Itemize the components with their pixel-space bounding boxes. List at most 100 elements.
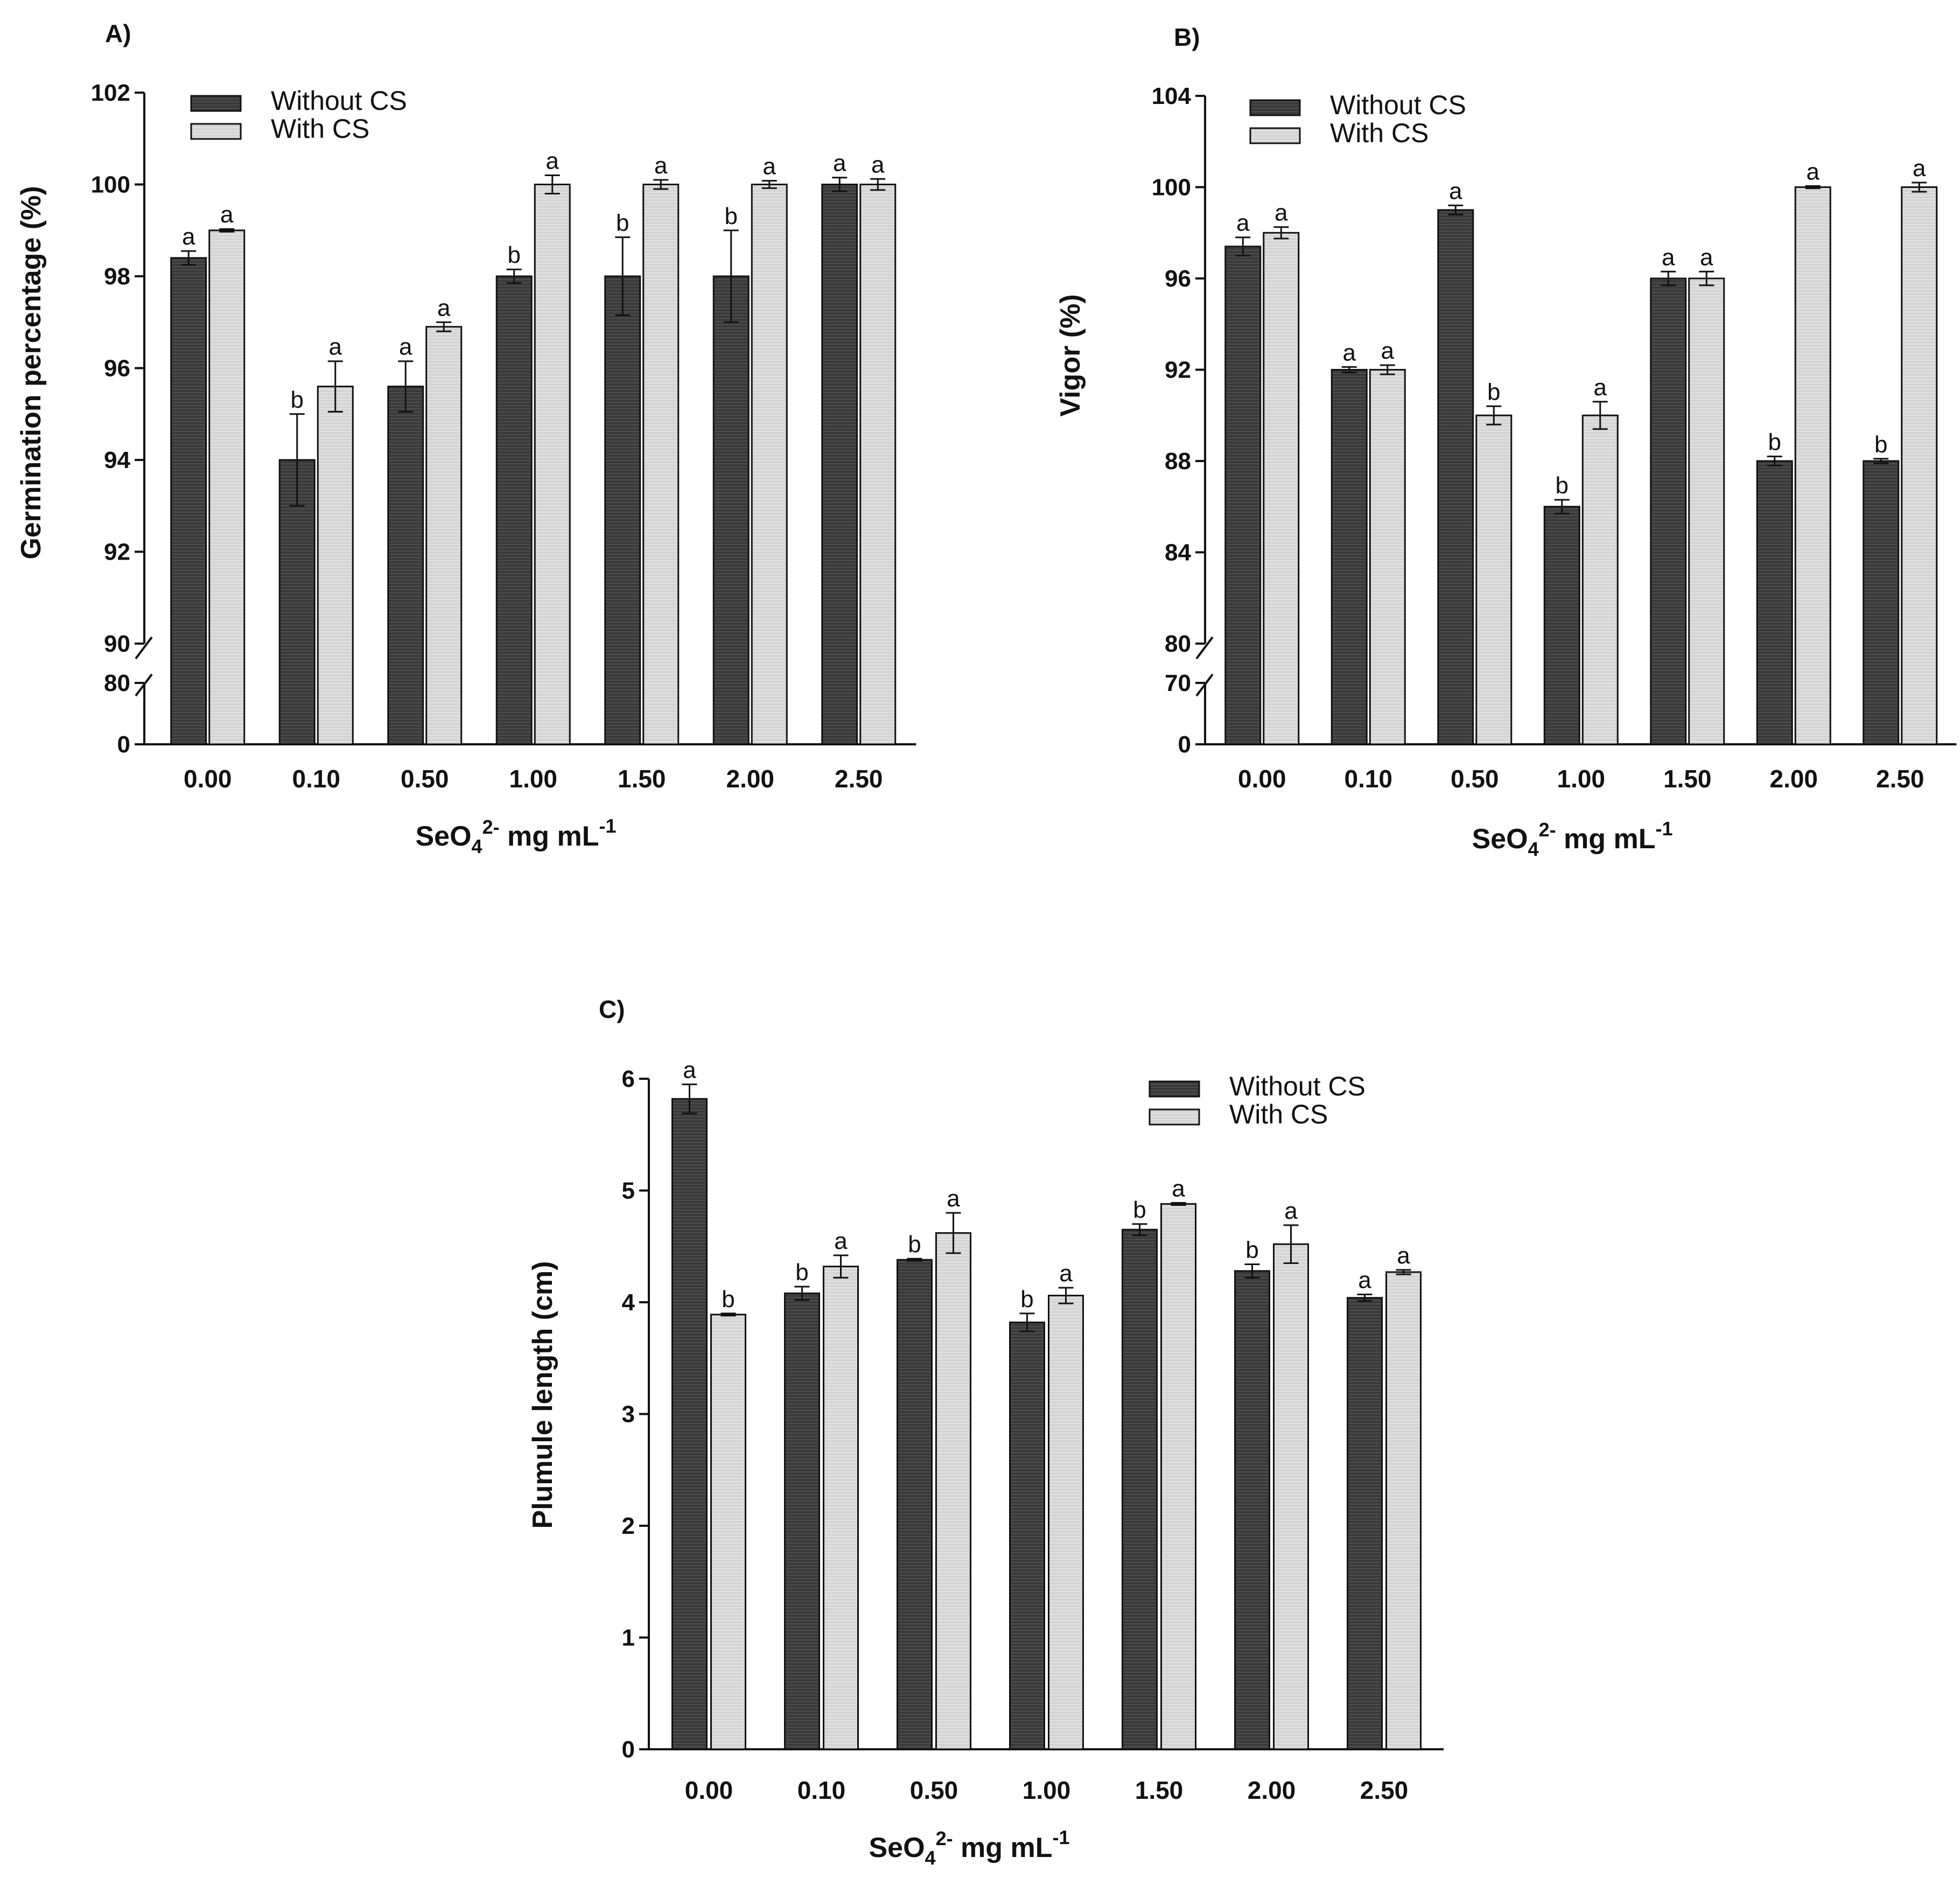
chart-c-bar-with-cs bbox=[1160, 1203, 1196, 1750]
chart-c-significance-letter: a bbox=[1059, 1260, 1073, 1287]
chart-b-y-tick-label: 100 bbox=[1152, 174, 1191, 201]
chart-c-legend-swatch-with-cs bbox=[1149, 1108, 1200, 1126]
chart-a-x-tick-label: 0.00 bbox=[184, 765, 232, 793]
chart-b-x-tick-label: 0.50 bbox=[1451, 765, 1499, 793]
chart-a-y-tick-label: 80 bbox=[104, 670, 130, 696]
chart-b-axis-break-mark bbox=[1195, 636, 1214, 660]
chart-a-y-axis-title: Germination percentage (%) bbox=[16, 186, 47, 559]
chart-a-bar-without-cs bbox=[170, 257, 207, 745]
chart-a-legend-label: With CS bbox=[271, 114, 369, 144]
chart-b-bar-with-cs bbox=[1263, 232, 1300, 745]
chart-a-bar-with-cs bbox=[208, 229, 246, 745]
chart-a-x-tick-label: 0.50 bbox=[401, 765, 449, 793]
chart-a-y-tick-label: 94 bbox=[104, 447, 130, 473]
chart-a-x-tick-label: 0.10 bbox=[292, 765, 340, 793]
chart-c-legend-swatch-without-cs bbox=[1149, 1080, 1200, 1098]
chart-b-significance-letter: a bbox=[1594, 374, 1607, 401]
chart-b-significance-letter: a bbox=[1449, 178, 1462, 204]
chart-c-x-tick-label: 0.50 bbox=[910, 1776, 958, 1804]
chart-c-x-axis-title-unit-sup: -1 bbox=[1053, 1826, 1070, 1848]
chart-c-x-tick-label: 2.00 bbox=[1248, 1776, 1296, 1804]
chart-b-y-tick-label: 92 bbox=[1165, 357, 1191, 383]
chart-b-y-tick-label: 0 bbox=[1178, 731, 1191, 758]
chart-b-bar-without-cs bbox=[1543, 506, 1580, 745]
chart-b-significance-letter: a bbox=[1275, 200, 1288, 226]
chart-a-x-tick-label: 2.00 bbox=[726, 765, 774, 793]
chart-b-significance-letter: b bbox=[1556, 472, 1569, 499]
chart-b-x-tick-label: 2.50 bbox=[1876, 765, 1924, 793]
chart-c-significance-letter: a bbox=[1397, 1242, 1410, 1269]
chart-a-significance-letter: a bbox=[437, 295, 451, 321]
chart-b-bar-with-cs bbox=[1688, 277, 1725, 745]
chart-a-x-axis-title-rest: mg mL bbox=[500, 821, 599, 852]
chart-a-bar-with-cs bbox=[859, 184, 897, 745]
chart-b-x-tick-label: 2.00 bbox=[1769, 765, 1818, 793]
chart-b-legend-swatch-without-cs bbox=[1249, 99, 1301, 116]
chart-c-x-tick-label: 1.50 bbox=[1135, 1776, 1184, 1804]
chart-c-x-tick-label: 0.00 bbox=[685, 1776, 733, 1804]
chart-a-bar-without-cs bbox=[387, 386, 424, 745]
chart-c-x-axis-title-rest: mg mL bbox=[953, 1832, 1053, 1863]
chart-c-y-tick-label: 3 bbox=[622, 1401, 635, 1428]
chart-a-bar-with-cs bbox=[642, 184, 680, 745]
chart-c-bar-without-cs bbox=[897, 1259, 933, 1750]
chart-a-significance-letter: a bbox=[871, 151, 885, 178]
chart-a-y-tick-label: 100 bbox=[91, 172, 130, 198]
chart-b-significance-letter: a bbox=[1807, 158, 1820, 185]
chart-c-significance-letter: a bbox=[834, 1228, 848, 1254]
chart-a-panel-label: A) bbox=[105, 19, 131, 47]
chart-b-significance-letter: a bbox=[1913, 155, 1926, 181]
chart-a-y-tick-label: 92 bbox=[104, 539, 130, 566]
chart-c-y-axis-title: Plumule length (cm) bbox=[527, 1261, 558, 1529]
chart-c-bar-with-cs bbox=[935, 1232, 971, 1750]
chart-a-legend-swatch-with-cs bbox=[190, 123, 242, 140]
chart-c-x-tick-label: 1.00 bbox=[1023, 1776, 1071, 1804]
chart-a-significance-letter: b bbox=[291, 387, 304, 413]
chart-b-x-axis-title-main: SeO bbox=[1472, 823, 1528, 855]
chart-b-y-axis-title: Vigor (%) bbox=[1055, 294, 1086, 416]
chart-b-x-axis-title-rest: mg mL bbox=[1556, 823, 1656, 855]
chart-b-axis-break-mark bbox=[1195, 673, 1214, 697]
chart-b-legend-swatch-with-cs bbox=[1249, 127, 1301, 144]
chart-c-significance-letter: a bbox=[1172, 1175, 1185, 1202]
chart-c-bar-with-cs bbox=[710, 1314, 746, 1750]
chart-b-bar-with-cs bbox=[1794, 186, 1831, 745]
chart-b-significance-letter: a bbox=[1343, 339, 1356, 366]
chart-a-x-axis-title: SeO42- mg mL-1 bbox=[415, 815, 616, 857]
chart-a-x-axis-title-sub: 4 bbox=[472, 835, 482, 857]
chart-c-bar-without-cs bbox=[784, 1292, 820, 1750]
chart-b-y-tick-label: 104 bbox=[1152, 83, 1192, 109]
chart-b-bar-without-cs bbox=[1863, 460, 1900, 745]
chart-c-bar-without-cs bbox=[671, 1098, 708, 1750]
chart-c-significance-letter: b bbox=[722, 1286, 734, 1312]
chart-a-bar-without-cs bbox=[821, 184, 858, 745]
chart-a-significance-letter: b bbox=[616, 210, 629, 236]
chart-b-bar-with-cs bbox=[1475, 414, 1513, 745]
chart-c-y-tick-label: 6 bbox=[622, 1066, 635, 1092]
chart-a-significance-letter: a bbox=[220, 201, 234, 228]
chart-b-x-axis-title-sup: 2- bbox=[1539, 819, 1556, 841]
chart-c-bar-without-cs bbox=[1234, 1270, 1270, 1750]
chart-b-bar-with-cs bbox=[1901, 186, 1938, 745]
chart-a-legend-label: Without CS bbox=[271, 86, 407, 116]
chart-b-bar-with-cs bbox=[1369, 369, 1406, 745]
chart-c-significance-letter: a bbox=[1358, 1267, 1371, 1293]
chart-c-y-tick-label: 2 bbox=[622, 1513, 635, 1539]
chart-a: A)1021009896949290800aa0.00ba0.10aa0.50b… bbox=[16, 19, 916, 857]
chart-b-significance-letter: a bbox=[1381, 338, 1395, 364]
chart-c-significance-letter: a bbox=[683, 1057, 696, 1083]
chart-b-y-tick-label: 70 bbox=[1165, 670, 1191, 696]
chart-a-x-axis-title-sup: 2- bbox=[482, 816, 500, 838]
chart-a-significance-letter: b bbox=[508, 242, 521, 268]
chart-c-significance-letter: b bbox=[1245, 1237, 1258, 1263]
chart-b-significance-letter: a bbox=[1700, 244, 1713, 270]
chart-a-significance-letter: a bbox=[546, 148, 559, 174]
chart-a-bar-without-cs bbox=[604, 275, 641, 745]
chart-c-y-tick-label: 0 bbox=[622, 1736, 635, 1763]
chart-c-significance-letter: b bbox=[908, 1231, 921, 1258]
chart-a-significance-letter: a bbox=[399, 334, 412, 360]
chart-a-significance-letter: a bbox=[329, 334, 342, 360]
chart-a-legend-swatch-without-cs bbox=[190, 95, 242, 112]
